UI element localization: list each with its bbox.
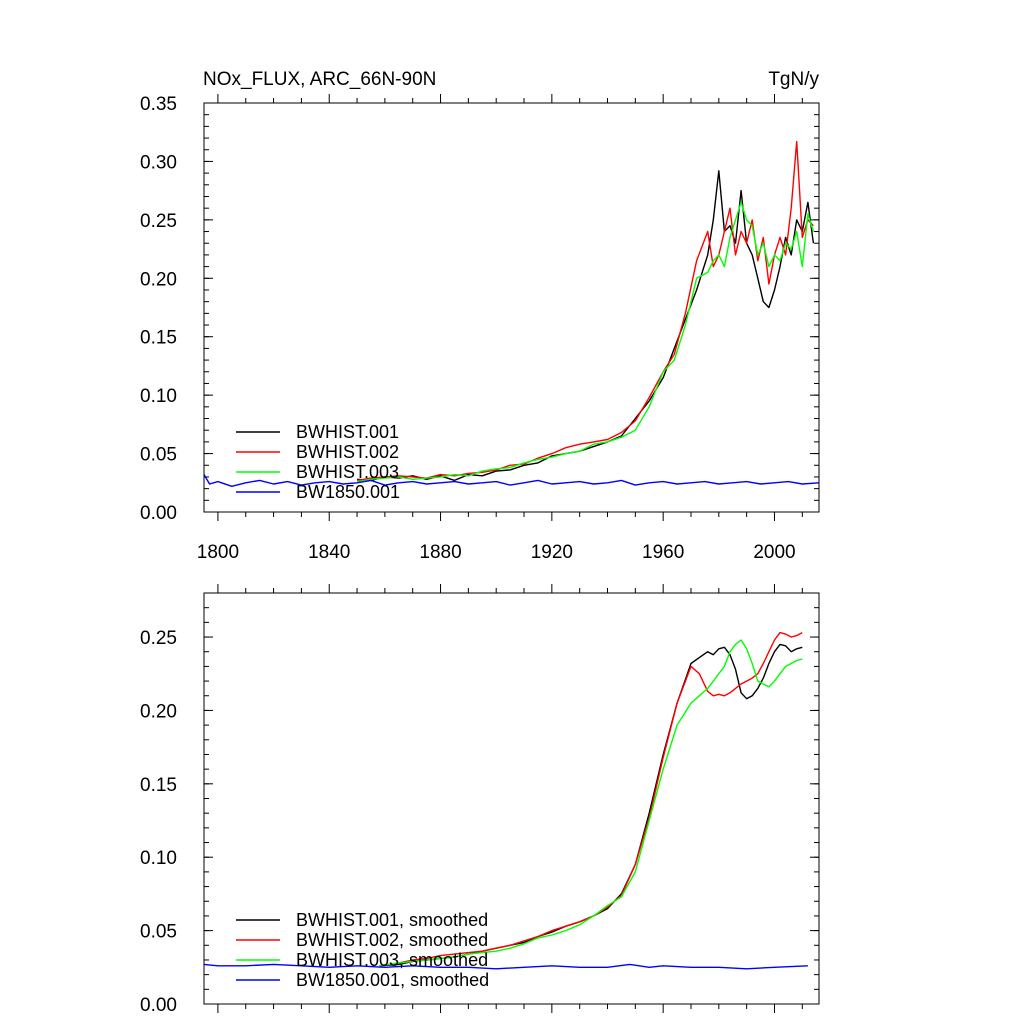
legend-label: BWHIST.003, smoothed [296,950,488,970]
series-line-bwhist-003 [356,201,815,483]
series-line-bw1850-001-smoothed [203,963,808,970]
legend-label: BWHIST.001 [296,422,399,442]
top-chart-panel: NOx_FLUX, ARC_66N-90N TgN/y 0.00 0.05 0.10… [140,69,820,563]
x-tick-label: 1840 [308,542,350,563]
series-line-bwhist-002-smoothed [379,631,803,967]
legend-label: BWHIST.002, smoothed [296,930,488,950]
legend-label: BWHIST.001, smoothed [296,910,488,930]
y-tick-label: 0.15 [140,328,177,349]
series-line-bwhist-003-smoothed [379,639,803,967]
y-tick-label: 0.25 [140,211,177,232]
bottom-axis-ticks: 0.00 0.05 0.10 0.15 0.20 0.25 [140,584,819,1016]
top-series-lines [203,140,820,487]
y-tick-label: 0.05 [140,922,177,943]
legend-label: BW1850.001 [296,482,400,502]
x-tick-label: 1880 [419,542,461,563]
y-tick-label: 0.00 [140,995,177,1016]
top-axis-ticks: 0.00 0.05 0.10 0.15 0.20 0.25 0.30 0.35 1800 1840… [140,94,819,563]
x-tick-label: 1800 [197,542,239,563]
y-tick-label: 0.20 [140,701,177,722]
top-plot-frame [203,102,820,513]
legend-label: BWHIST.003 [296,462,399,482]
y-tick-label: 0.25 [140,628,177,649]
y-tick-label: 0.10 [140,386,177,407]
series-line-bw1850-001 [203,474,820,487]
bottom-series-lines [203,631,808,970]
y-tick-label: 0.30 [140,152,177,173]
x-tick-label: 2000 [753,542,795,563]
x-tick-label: 1960 [642,542,684,563]
y-tick-label: 0.15 [140,775,177,796]
y-tick-label: 0.05 [140,445,177,466]
bottom-chart-panel: 0.00 0.05 0.10 0.15 0.20 0.25 BWHIST.001, smo… [140,584,820,1016]
series-line-bwhist-001 [357,170,815,482]
legend-label: BW1850.001, smoothed [296,970,489,990]
y-tick-label: 0.20 [140,269,177,290]
y-tick-label: 0.35 [140,94,177,115]
y-tick-label: 0.10 [140,848,177,869]
y-tick-label: 0.00 [140,503,177,524]
legend-label: BWHIST.002 [296,442,399,462]
x-tick-label: 1920 [531,542,573,563]
series-line-bwhist-002 [356,140,814,482]
chart-units: TgN/y [768,69,819,90]
bottom-plot-frame [203,592,820,1005]
chart-title: NOx_FLUX, ARC_66N-90N [203,69,436,90]
